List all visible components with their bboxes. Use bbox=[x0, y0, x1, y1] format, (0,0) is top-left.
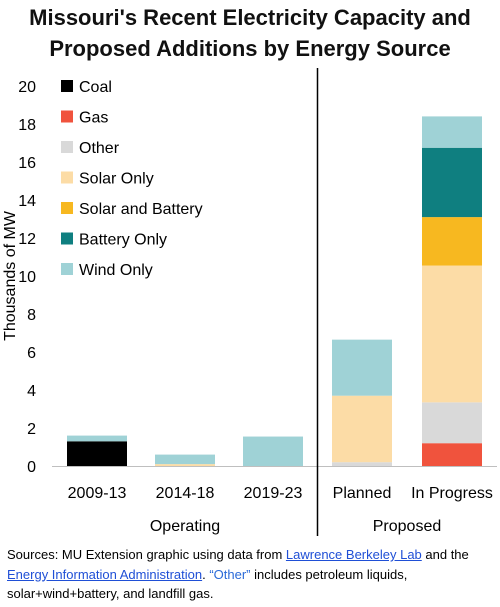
other-quote: “Other” bbox=[209, 566, 251, 582]
bar-2014-18-solar-only bbox=[155, 464, 215, 466]
bar-in-progress-gas bbox=[422, 443, 482, 466]
x-tick-label-2019-23: 2019-23 bbox=[244, 485, 303, 502]
y-tick-label-20: 20 bbox=[18, 79, 36, 96]
bar-in-progress-other bbox=[422, 402, 482, 444]
sources-prefix: Sources: MU Extension graphic using data… bbox=[7, 547, 286, 562]
y-tick-label-0: 0 bbox=[27, 459, 36, 476]
x-tick-label-2009-13: 2009-13 bbox=[68, 485, 127, 502]
bar-2009-13-coal bbox=[67, 441, 127, 466]
legend-swatch-solar-and-battery bbox=[61, 202, 73, 214]
legend-label-other: Other bbox=[79, 140, 120, 157]
legend-label-coal: Coal bbox=[79, 79, 112, 96]
bar-planned-wind-only bbox=[332, 339, 392, 396]
bar-in-progress-wind-only bbox=[422, 116, 482, 148]
legend-label-gas: Gas bbox=[79, 110, 108, 127]
sources-mid: and the bbox=[421, 547, 469, 562]
title-line-2: Proposed Additions by Energy Source bbox=[49, 36, 451, 61]
x-tick-label-planned: Planned bbox=[333, 485, 392, 502]
lawrence-berkeley-link[interactable]: Lawrence Berkeley Lab bbox=[285, 547, 422, 562]
y-tick-label-2: 2 bbox=[27, 421, 36, 438]
legend-label-solar-and-battery: Solar and Battery bbox=[79, 201, 203, 218]
bar-in-progress-solar-only bbox=[422, 265, 482, 403]
y-tick-label-10: 10 bbox=[18, 269, 36, 286]
y-tick-label-8: 8 bbox=[27, 307, 36, 324]
y-axis-label: Thousands of MW bbox=[2, 210, 19, 341]
legend-swatch-wind-only bbox=[61, 263, 73, 275]
bar-2014-18-wind-only bbox=[155, 454, 215, 465]
legend-swatch-battery-only bbox=[61, 232, 73, 245]
stacked-bar-chart: 0 2 4 6 8 10 12 14 16 18 20 Thousands of MW 2009-13 2… bbox=[2, 68, 497, 536]
group-label-proposed: Proposed bbox=[373, 518, 442, 535]
y-tick-label-6: 6 bbox=[27, 345, 36, 362]
x-tick-label-in-progress: In Progress bbox=[411, 485, 493, 502]
y-tick-label-16: 16 bbox=[18, 155, 36, 172]
bar-2009-13-wind-only bbox=[67, 435, 127, 442]
legend-label-battery-only: Battery Only bbox=[79, 232, 167, 249]
x-tick-label-2014-18: 2014-18 bbox=[156, 485, 215, 502]
legend-swatch-gas bbox=[61, 110, 73, 123]
legend-label-wind-only: Wind Only bbox=[79, 262, 153, 279]
bar-2019-23-wind-only bbox=[243, 436, 303, 466]
bar-planned-solar-only bbox=[332, 395, 392, 463]
y-tick-label-14: 14 bbox=[18, 193, 36, 210]
bar-in-progress-solar-and-battery bbox=[422, 217, 482, 266]
y-tick-label-18: 18 bbox=[18, 117, 36, 134]
y-tick-label-4: 4 bbox=[27, 383, 36, 400]
sources-note-a: . bbox=[202, 566, 210, 582]
legend-label-solar-only: Solar Only bbox=[79, 171, 154, 188]
y-tick-label-12: 12 bbox=[18, 231, 36, 248]
bar-planned-other bbox=[332, 462, 392, 466]
legend-swatch-solar-only bbox=[61, 171, 73, 184]
legend-swatch-other bbox=[61, 141, 73, 153]
bar-in-progress-battery-only bbox=[422, 147, 482, 218]
eia-link[interactable]: Energy Information Administration bbox=[7, 566, 203, 582]
title-line-1: Missouri's Recent Electricity Capacity a… bbox=[29, 5, 471, 30]
chart-title: Missouri's Recent Electricity Capacity a… bbox=[0, 2, 500, 64]
sources-note: Sources: MU Extension graphic using data… bbox=[7, 545, 497, 604]
sources-note-b: includes petroleum liquids, solar+wind+b… bbox=[7, 566, 408, 602]
group-label-operating: Operating bbox=[150, 518, 220, 535]
legend-swatch-coal bbox=[61, 80, 73, 92]
